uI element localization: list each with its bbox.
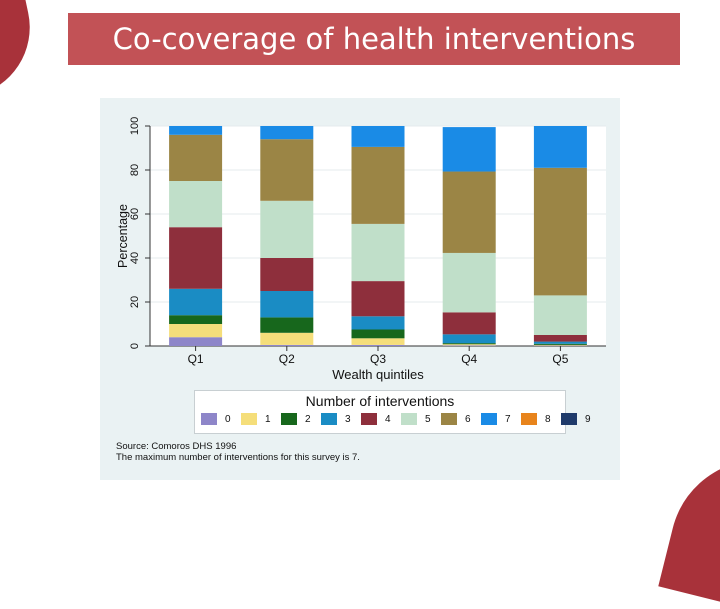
legend-label: 0 (225, 414, 231, 425)
legend-item-6: 6 (441, 413, 481, 425)
legend-swatch (441, 413, 457, 425)
legend-label: 2 (305, 414, 311, 425)
bar-segment-q5-3 (534, 342, 587, 344)
x-tick-label: Q2 (279, 352, 295, 366)
bar-segment-q4-7 (443, 127, 496, 171)
bar-segment-q4-4 (443, 312, 496, 334)
legend-swatch (521, 413, 537, 425)
bar-segment-q4-3 (443, 334, 496, 343)
bar-segment-q1-5 (169, 181, 222, 227)
bar-segment-q4-0 (443, 345, 496, 346)
y-tick-label: 0 (129, 343, 141, 349)
bar-segment-q5-5 (534, 295, 587, 335)
legend-swatch (401, 413, 417, 425)
legend-item-0: 0 (201, 413, 241, 425)
bar-segment-q3-7 (352, 126, 405, 147)
bar-segment-q2-6 (260, 139, 313, 201)
legend-label: 7 (505, 414, 511, 425)
legend-item-4: 4 (361, 413, 401, 425)
bar-segment-q3-2 (352, 330, 405, 339)
bar-segment-q3-6 (352, 147, 405, 224)
x-tick-label: Q4 (461, 352, 477, 366)
legend-label: 4 (385, 414, 391, 425)
legend-swatch (361, 413, 377, 425)
bar-segment-q2-5 (260, 201, 313, 258)
bar-segment-q5-6 (534, 168, 587, 296)
bar-segment-q3-4 (352, 281, 405, 316)
bar-segment-q2-2 (260, 317, 313, 332)
legend-item-8: 8 (521, 413, 561, 425)
legend-item-2: 2 (281, 413, 321, 425)
y-tick-label: 100 (129, 117, 141, 135)
bar-segment-q2-4 (260, 258, 313, 291)
legend-label: 9 (585, 414, 591, 425)
bar-segment-q3-1 (352, 338, 405, 345)
bar-segment-q4-2 (443, 343, 496, 344)
bar-segment-q3-3 (352, 316, 405, 329)
bar-segment-q1-6 (169, 135, 222, 181)
y-tick-label: 80 (129, 164, 141, 176)
x-axis-title: Wealth quintiles (332, 367, 424, 382)
bar-segment-q1-1 (169, 324, 222, 337)
bar-segment-q1-7 (169, 126, 222, 135)
bar-segment-q5-2 (534, 344, 587, 345)
x-tick-label: Q1 (188, 352, 204, 366)
bar-segment-q5-7 (534, 126, 587, 168)
legend-label: 6 (465, 414, 471, 425)
bar-segment-q2-1 (260, 333, 313, 345)
legend-label: 3 (345, 414, 351, 425)
y-axis-title: Percentage (116, 204, 130, 268)
bar-segment-q2-3 (260, 291, 313, 317)
x-tick-label: Q3 (370, 352, 386, 366)
legend-swatch (481, 413, 497, 425)
bar-segment-q2-0 (260, 345, 313, 346)
legend-swatch (321, 413, 337, 425)
legend-item-5: 5 (401, 413, 441, 425)
legend-swatch (201, 413, 217, 425)
legend-items: 0 1 2 3 4 5 6 7 8 9 (201, 413, 601, 425)
legend-label: 1 (265, 414, 271, 425)
bar-segment-q1-2 (169, 315, 222, 324)
corner-decoration-bottom-right (658, 441, 720, 609)
max-interventions-note: The maximum number of interventions for … (116, 452, 360, 463)
bar-segment-q5-4 (534, 335, 587, 342)
bar-segment-q4-5 (443, 253, 496, 312)
bar-segment-q3-5 (352, 224, 405, 281)
legend-item-9: 9 (561, 413, 601, 425)
x-tick-label: Q5 (552, 352, 568, 366)
y-tick-label: 40 (129, 252, 141, 264)
y-tick-label: 60 (129, 208, 141, 220)
legend-swatch (281, 413, 297, 425)
bar-segment-q1-0 (169, 337, 222, 346)
slide-title-text: Co-coverage of health interventions (113, 22, 636, 56)
bar-segment-q1-3 (169, 289, 222, 315)
legend-item-7: 7 (481, 413, 521, 425)
legend-title: Number of interventions (195, 393, 565, 409)
legend-item-3: 3 (321, 413, 361, 425)
bar-segment-q3-0 (352, 345, 405, 346)
corner-decoration-top-left (0, 0, 43, 96)
legend-swatch (561, 413, 577, 425)
bar-segment-q1-4 (169, 227, 222, 289)
source-note: Source: Comoros DHS 1996 (116, 441, 236, 452)
legend-item-1: 1 (241, 413, 281, 425)
y-tick-label: 20 (129, 296, 141, 308)
bar-segment-q4-1 (443, 344, 496, 345)
legend-label: 5 (425, 414, 431, 425)
bar-segment-q4-6 (443, 172, 496, 253)
bar-segment-q5-1 (534, 345, 587, 346)
slide-title: Co-coverage of health interventions (68, 13, 680, 65)
legend-swatch (241, 413, 257, 425)
bar-segment-q2-7 (260, 126, 313, 139)
legend-label: 8 (545, 414, 551, 425)
